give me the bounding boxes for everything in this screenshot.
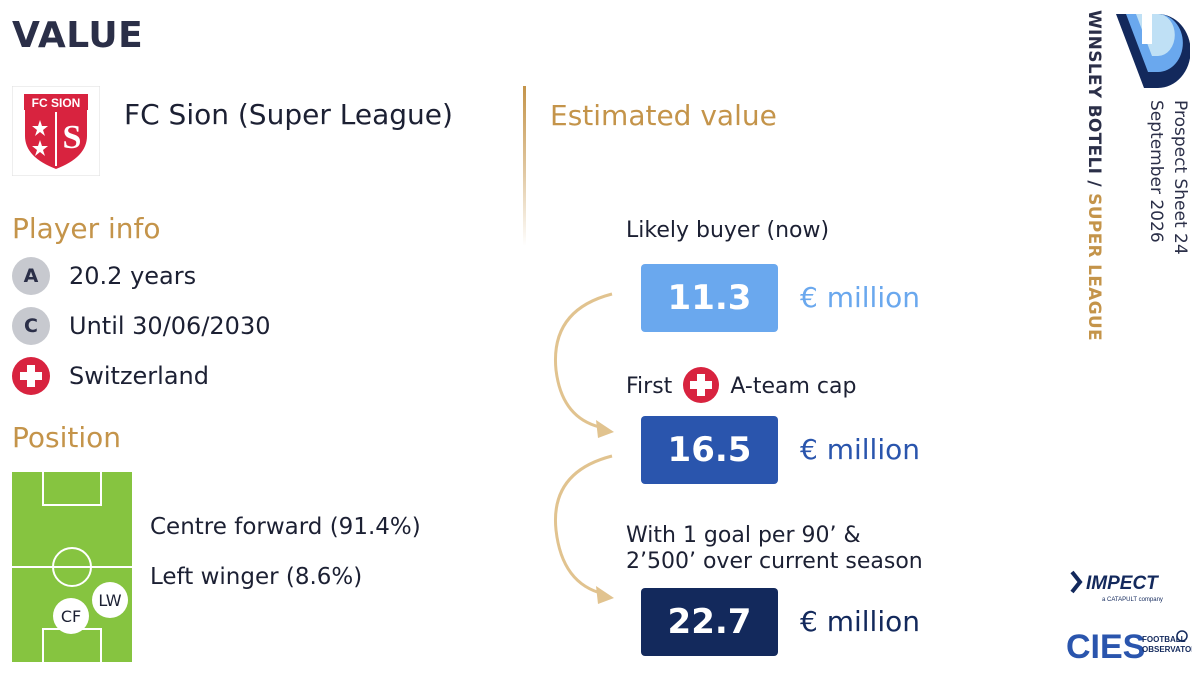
scenario-1-unit: € million [800,281,920,314]
scenario-2-label: First A-team cap [626,367,857,405]
progression-arrows [553,292,614,604]
divider [523,86,526,246]
age-row: A 20.2 years [12,256,196,296]
estimated-value-heading: Estimated value [550,99,777,132]
secondary-position: Left winger (8.6%) [150,564,363,590]
swiss-flag-icon [683,367,720,403]
contract-badge: C [12,307,50,345]
player-name-vertical: WINSLEY BOTELI / SUPER LEAGUE [1070,10,1104,350]
page-title: VALUE [12,15,144,56]
contract-value: Until 30/06/2030 [69,312,271,340]
sheet-info-vertical: Prospect Sheet 24 September 2026 [1142,100,1192,300]
cies-logo: CIES FOOTBALL OBSERVATORY [1066,622,1200,666]
cies-subtext-2: OBSERVATORY [1142,645,1192,654]
lw-marker: LW [92,582,128,618]
primary-position: Centre forward (91.4%) [150,514,421,540]
scenario-1-value: 11.3 [641,264,778,332]
crest-text: FC SION [32,96,81,110]
nationality-value: Switzerland [69,362,209,390]
cf-marker: CF [53,598,89,634]
swiss-flag-icon [12,357,50,395]
scenario-3-label-line-1: With 1 goal per 90’ & [626,523,861,548]
cies-text: CIES [1066,628,1145,666]
player-name: WINSLEY BOTELI / [1084,10,1104,194]
pitch-diagram: CF LW [12,472,132,662]
scenario-2-label-start: First [626,374,673,399]
league-name: SUPER LEAGUE [1084,193,1104,341]
crest-letter: S [63,119,82,156]
scenario-1-label: Likely buyer (now) [626,218,830,243]
brand-logo-icon [1112,10,1191,92]
scenario-2-value: 16.5 [641,416,778,484]
scenario-3-label-line-2: 2’500’ over current season [626,549,923,574]
age-value: 20.2 years [69,262,197,290]
player-info-heading: Player info [12,212,161,245]
sheet-number: Prospect Sheet 24 [1170,100,1190,255]
cies-subtext-1: FOOTBALL [1142,635,1186,644]
sheet-date: September 2026 [1146,100,1166,243]
contract-row: C Until 30/06/2030 [12,306,270,346]
club-name: FC Sion (Super League) [124,98,453,131]
age-badge: A [12,257,50,295]
scenario-3-unit: € million [800,605,920,638]
scenario-2-label-end: A-team cap [730,374,857,399]
impect-logo: IMPECT a CATAPULT company [1068,568,1192,608]
position-heading: Position [12,421,122,454]
scenario-3-value: 22.7 [641,588,778,656]
nationality-row: Switzerland [12,356,209,396]
impect-text: IMPECT [1086,573,1159,594]
scenario-2-unit: € million [800,433,920,466]
club-crest: FC SION S [11,85,101,177]
impect-subtext: a CATAPULT company [1102,597,1163,603]
